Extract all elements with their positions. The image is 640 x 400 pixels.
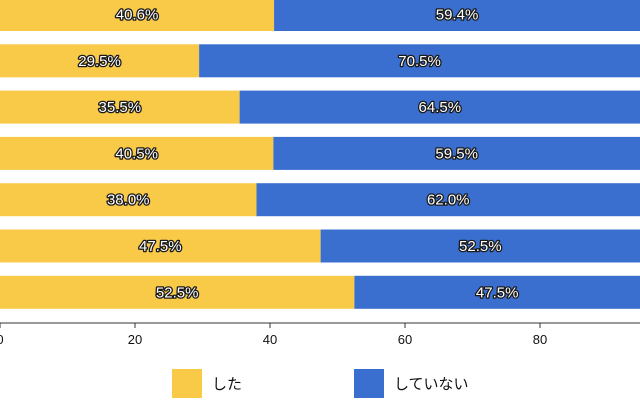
data-label-shita-1: 40.6% bbox=[116, 7, 159, 24]
legend-swatch-shiteinai bbox=[354, 369, 384, 398]
x-tick-label-40: 40 bbox=[263, 332, 277, 347]
bar-segment-shiteinai-6 bbox=[320, 229, 640, 263]
data-label-shiteinai-7: 47.5% bbox=[476, 284, 519, 301]
data-label-shiteinai-1: 59.4% bbox=[436, 7, 479, 24]
data-label-shita-4: 40.5% bbox=[115, 145, 158, 162]
data-label-shita-7: 52.5% bbox=[156, 284, 199, 301]
bar-segment-shiteinai-3 bbox=[239, 90, 640, 124]
bar-segment-shiteinai-2 bbox=[199, 44, 640, 78]
bar-segment-shita-1 bbox=[0, 0, 275, 31]
bar-segment-shiteinai-5 bbox=[256, 183, 640, 217]
bar-segment-shiteinai-4 bbox=[273, 136, 640, 170]
data-label-shita-3: 35.5% bbox=[99, 99, 142, 116]
bars-group: 40.6% 59.4% 29.5% 70.5% 35.5% 64.5% 40.5% 59.5%… bbox=[0, 0, 640, 309]
x-tick-label-80: 80 bbox=[533, 332, 547, 347]
bar-segment-shita-5 bbox=[0, 183, 257, 217]
bar-segment-shita-7 bbox=[0, 275, 355, 309]
legend: した していない bbox=[172, 369, 469, 398]
data-label-shiteinai-2: 70.5% bbox=[398, 53, 441, 70]
bar-segment-shiteinai-7 bbox=[354, 275, 640, 309]
bar-segment-shita-4 bbox=[0, 136, 274, 170]
legend-swatch-shita bbox=[172, 369, 202, 398]
legend-label-shiteinai: していない bbox=[394, 376, 469, 393]
data-label-shiteinai-4: 59.5% bbox=[435, 145, 478, 162]
x-axis-ticks: 0 20 40 60 80 bbox=[0, 323, 547, 347]
x-tick-label-20: 20 bbox=[128, 332, 142, 347]
bar-segment-shita-3 bbox=[0, 90, 240, 124]
data-label-shita-5: 38.0% bbox=[107, 192, 150, 209]
bar-segment-shita-6 bbox=[0, 229, 321, 263]
x-tick-label-60: 60 bbox=[398, 332, 412, 347]
bar-segment-shita-2 bbox=[0, 44, 200, 78]
legend-label-shita: した bbox=[212, 376, 242, 393]
data-label-shita-2: 29.5% bbox=[78, 53, 121, 70]
data-label-shiteinai-6: 52.5% bbox=[459, 238, 502, 255]
bar-segment-shiteinai-1 bbox=[274, 0, 640, 31]
x-tick-label-0: 0 bbox=[0, 332, 4, 347]
data-label-shita-6: 47.5% bbox=[139, 238, 182, 255]
data-label-shiteinai-5: 62.0% bbox=[427, 192, 470, 209]
data-label-shiteinai-3: 64.5% bbox=[419, 99, 462, 116]
